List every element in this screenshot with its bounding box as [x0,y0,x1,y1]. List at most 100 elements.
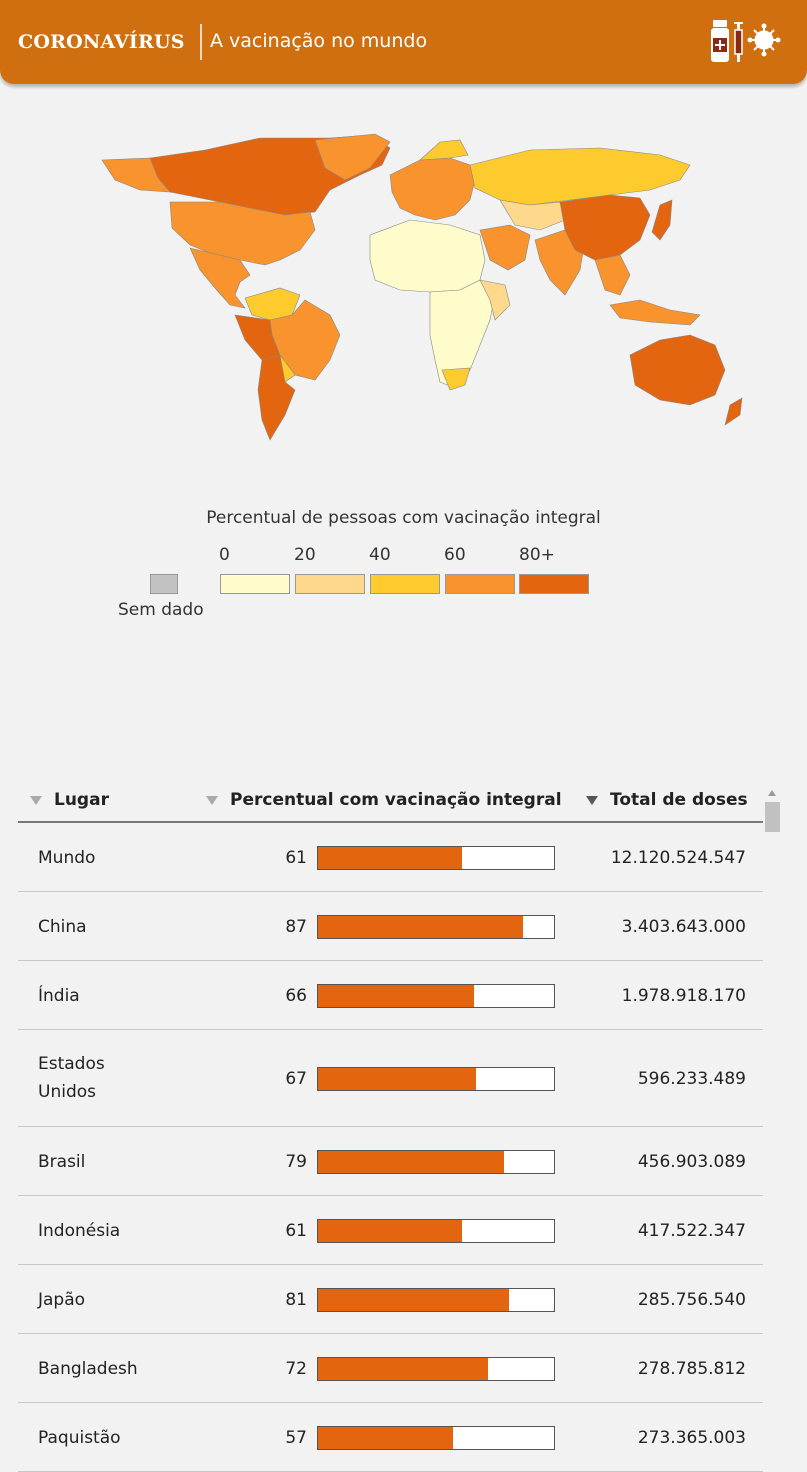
row-percent-bar-fill [318,1288,510,1311]
map-africa-north [369,219,486,293]
map-japan [651,199,673,241]
header-icons [711,20,781,62]
legend-title: Percentual de pessoas com vacinação inte… [206,508,601,528]
row-percent-bar [317,1149,555,1174]
table-row: Mundo 61 12.120.524.547 [18,823,763,892]
legend-tick: 20 [294,545,316,565]
scroll-up-arrow-icon[interactable] [768,790,776,796]
scrollbar-thumb[interactable] [765,802,780,832]
row-percent-bar [317,914,555,939]
legend-color-swatch [295,574,365,594]
page-title: A vacinação no mundo [210,30,428,52]
doses-header-label: Total de doses [610,790,748,810]
row-percent-value: 61 [285,1220,307,1241]
row-total-doses: 273.365.003 [637,1427,746,1448]
world-map [101,133,743,441]
map-scandinavia [419,139,469,161]
page-header: CORONAVÍRUS A vacinação no mundo [0,0,807,84]
row-percent-value: 61 [285,847,307,868]
map-south-africa [441,367,471,391]
table-row: Estados Unidos 67 596.233.489 [18,1030,763,1127]
table-scrollbar[interactable] [764,788,781,1462]
row-place-name: China [38,916,87,937]
map-se-asia [594,254,631,296]
map-greenland [314,133,391,181]
map-alaska [101,157,171,193]
row-percent-bar-fill [318,1357,488,1380]
row-percent-value: 87 [285,916,307,937]
row-percent-bar-fill [318,846,462,869]
table-row: Japão 81 285.756.540 [18,1265,763,1334]
sort-arrow-icon [30,795,42,805]
map-australia [629,334,726,406]
legend-color-swatch [445,574,515,594]
virus-icon [747,23,781,57]
row-total-doses: 285.756.540 [637,1289,746,1310]
sort-by-doses-header[interactable]: Total de doses [586,790,748,810]
table-row: Indonésia 61 417.522.347 [18,1196,763,1265]
row-total-doses: 1.978.918.170 [621,985,746,1006]
row-percent-bar-fill [318,1426,453,1449]
row-percent-bar [317,1066,555,1091]
map-east-africa [479,279,511,321]
row-percent-bar-fill [318,1067,477,1090]
table-row: China 87 3.403.643.000 [18,892,763,961]
row-percent-bar [317,983,555,1008]
sort-by-percent-header[interactable]: Percentual com vacinação integral [206,790,562,810]
row-total-doses: 12.120.524.547 [610,847,746,868]
header-divider [200,24,202,60]
map-indonesia [609,299,701,326]
legend-color-swatch [519,574,589,594]
row-percent-bar [317,845,555,870]
table-row: Brasil 79 456.903.089 [18,1127,763,1196]
syringe-icon [734,22,743,62]
row-place-name: Estados Unidos [38,1054,105,1102]
row-percent-bar [317,1356,555,1381]
row-percent-value: 79 [285,1151,307,1172]
row-place-name: Bangladesh [38,1358,138,1379]
row-place-name: Paquistão [38,1427,121,1448]
map-europe [389,157,476,221]
vaccination-table: Lugar Percentual com vacinação integral … [18,780,763,1472]
row-total-doses: 278.785.812 [637,1358,746,1379]
legend-tick: 60 [444,545,466,565]
map-mexico [189,247,251,309]
legend-tick: 40 [369,545,391,565]
row-percent-bar-fill [318,1219,462,1242]
legend-color-swatch [220,574,290,594]
row-place-name: Índia [38,985,80,1006]
row-percent-bar-fill [318,1150,505,1173]
legend-no-data-swatch [150,574,178,594]
row-percent-bar [317,1218,555,1243]
row-percent-bar [317,1425,555,1450]
legend-tick: 0 [219,545,230,565]
map-china [559,194,651,261]
map-argentina [257,354,296,441]
sort-arrow-icon [206,795,218,805]
row-total-doses: 3.403.643.000 [621,916,746,937]
row-total-doses: 456.903.089 [637,1151,746,1172]
row-percent-value: 66 [285,985,307,1006]
map-russia [469,147,691,206]
map-africa-south [429,279,496,389]
row-place-name: Brasil [38,1151,86,1172]
map-middle-east [479,224,531,271]
row-percent-value: 81 [285,1289,307,1310]
row-percent-value: 72 [285,1358,307,1379]
row-percent-bar-fill [318,984,474,1007]
row-percent-bar-fill [318,915,524,938]
row-total-doses: 417.522.347 [637,1220,746,1241]
row-percent-bar [317,1287,555,1312]
table-row: Bangladesh 72 278.785.812 [18,1334,763,1403]
place-header-label: Lugar [54,790,109,810]
table-header: Lugar Percentual com vacinação integral … [18,780,763,823]
map-usa [169,201,316,266]
row-place-name: Indonésia [38,1220,121,1241]
percent-header-label: Percentual com vacinação integral [230,790,562,810]
brand-title: CORONAVÍRUS [18,31,185,53]
vaccine-bottle-icon [711,20,729,62]
legend-color-swatch [370,574,440,594]
row-total-doses: 596.233.489 [637,1068,746,1089]
row-percent-value: 57 [285,1427,307,1448]
sort-by-place-header[interactable]: Lugar [30,790,109,810]
